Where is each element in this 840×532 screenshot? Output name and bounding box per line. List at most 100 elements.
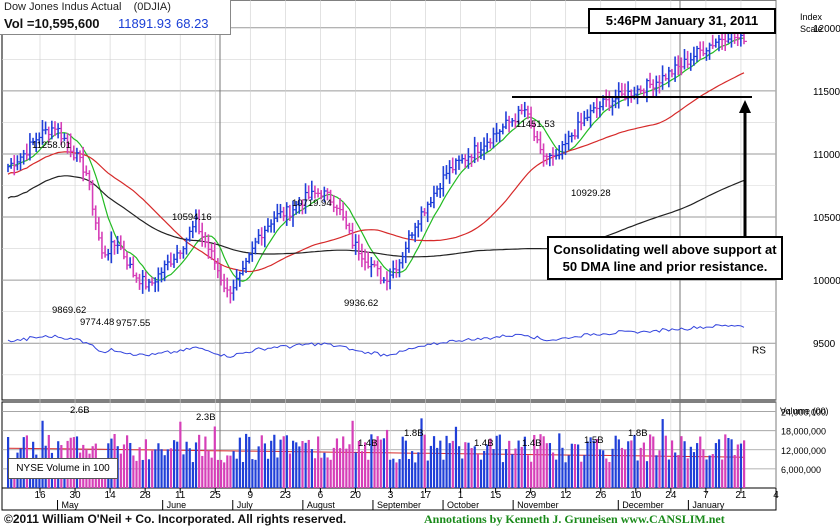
annotation-callout: Consolidating well above support at 50 D… [547, 236, 783, 280]
volume-bar [492, 449, 495, 488]
volume-bar [670, 440, 674, 488]
volume-bar [432, 436, 436, 488]
volume-legend: NYSE Volume in 100 [8, 458, 118, 479]
price-axis-title-2: Scale [800, 24, 823, 34]
volume-bar [464, 442, 467, 488]
volume-tick-label: 6,000,000 [781, 465, 821, 475]
volume-bar [151, 450, 154, 488]
date-tick-label: 7 [703, 490, 709, 501]
volume-bar [144, 439, 148, 488]
volume-bar [470, 448, 473, 488]
volume-bar [326, 457, 329, 488]
volume-bar [564, 462, 567, 488]
change-value: 68.23 [176, 16, 209, 31]
volume-bar [721, 459, 724, 488]
month-label: May [62, 500, 80, 510]
date-tick-label: 1 [458, 490, 464, 501]
date-tick-label: 30 [69, 490, 81, 501]
volume-bar [307, 439, 310, 488]
volume-bar [323, 452, 326, 488]
volume-bar [138, 447, 141, 488]
volume-bar [536, 448, 539, 488]
volume-bar [332, 447, 335, 488]
volume-bar [194, 442, 198, 488]
volume-bar [423, 434, 426, 488]
volume-bar [163, 455, 166, 488]
callout-line-2: 50 DMA line and prior resistance. [562, 259, 768, 274]
axis-labels: 9500 10000 10500 11000 11500 12000 Index Scale V… [34, 12, 840, 510]
volume-bar [473, 446, 476, 488]
volume-bar [154, 449, 157, 488]
month-label: December [622, 500, 664, 510]
volume-bar [219, 459, 223, 488]
volume-bar [486, 444, 489, 488]
volume-annotation-label: 2.3B [196, 412, 216, 423]
volume-bar [511, 454, 514, 488]
volume-bar [320, 457, 323, 488]
volume-bar [558, 433, 561, 488]
volume-bar [367, 459, 370, 488]
price-tick-label: 10000 [813, 276, 840, 287]
volume-bar [680, 436, 683, 488]
volume-bar [270, 440, 273, 488]
volume-bar [401, 436, 404, 488]
volume-bar [623, 449, 627, 488]
date-tick-label: 17 [420, 490, 432, 501]
price-bars [7, 22, 747, 304]
volume-bar [223, 462, 226, 488]
volume-bar [238, 437, 241, 488]
volume-bar [420, 418, 423, 488]
volume-bar [41, 420, 44, 488]
volume-bar [245, 433, 248, 488]
price-annotation-label: 11258.01 [32, 140, 71, 151]
volume-bar [292, 440, 295, 488]
volume-bar [705, 459, 708, 488]
volume-bar [627, 441, 630, 488]
volume-bar [411, 451, 414, 488]
volume-bar [570, 443, 573, 488]
volume-bar [608, 461, 611, 488]
volume-bar [595, 438, 598, 488]
volume-bar [414, 462, 417, 488]
volume-bar [658, 450, 661, 488]
volume-bar [266, 458, 270, 488]
volume-bar [385, 429, 389, 488]
volume-bar [476, 454, 479, 488]
month-label: August [307, 500, 336, 510]
volume-bar [667, 459, 671, 488]
date-tick-label: 24 [665, 490, 677, 501]
volume-bar [304, 442, 307, 488]
price-annotation-label: 9869.62 [52, 305, 86, 316]
volume-bar [711, 454, 714, 488]
volume-bar [395, 462, 398, 488]
volume-bar [580, 461, 583, 488]
volume-bar [598, 449, 602, 488]
copyright-text: ©2011 William O'Neil + Co. Incorporated.… [4, 512, 347, 526]
annotation-credit: Annotations by Kenneth J. Gruneisen www.… [424, 512, 725, 526]
volume-bar [661, 419, 664, 488]
volume-bar [373, 439, 376, 488]
volume-tick-label: 12,000,000 [781, 446, 826, 456]
header-box: Dow Jones Indus Actual (0DJIA) Vol =10,5… [0, 0, 231, 35]
volume-bar [160, 449, 163, 488]
volume-bar [176, 441, 179, 488]
moving-average-lines [7, 37, 745, 458]
volume-bar [689, 446, 692, 488]
date-tick-label: 10 [630, 490, 642, 501]
volume-bar [119, 453, 122, 488]
volume-bar [545, 443, 548, 488]
volume-bar [739, 443, 743, 488]
volume-bar [620, 447, 624, 488]
volume-bar [282, 436, 285, 488]
volume-bar [313, 458, 317, 488]
volume-bar [589, 437, 592, 488]
volume-bar [592, 440, 595, 488]
volume-bar [611, 448, 614, 488]
price-tick-label: 11500 [813, 87, 840, 98]
volume-bar [185, 441, 188, 488]
volume-bar [226, 455, 229, 488]
volume-tick-label: 18,000,000 [781, 427, 826, 437]
volume-bar [370, 434, 373, 488]
volume-bar [454, 426, 458, 488]
volume-bar [479, 459, 483, 488]
